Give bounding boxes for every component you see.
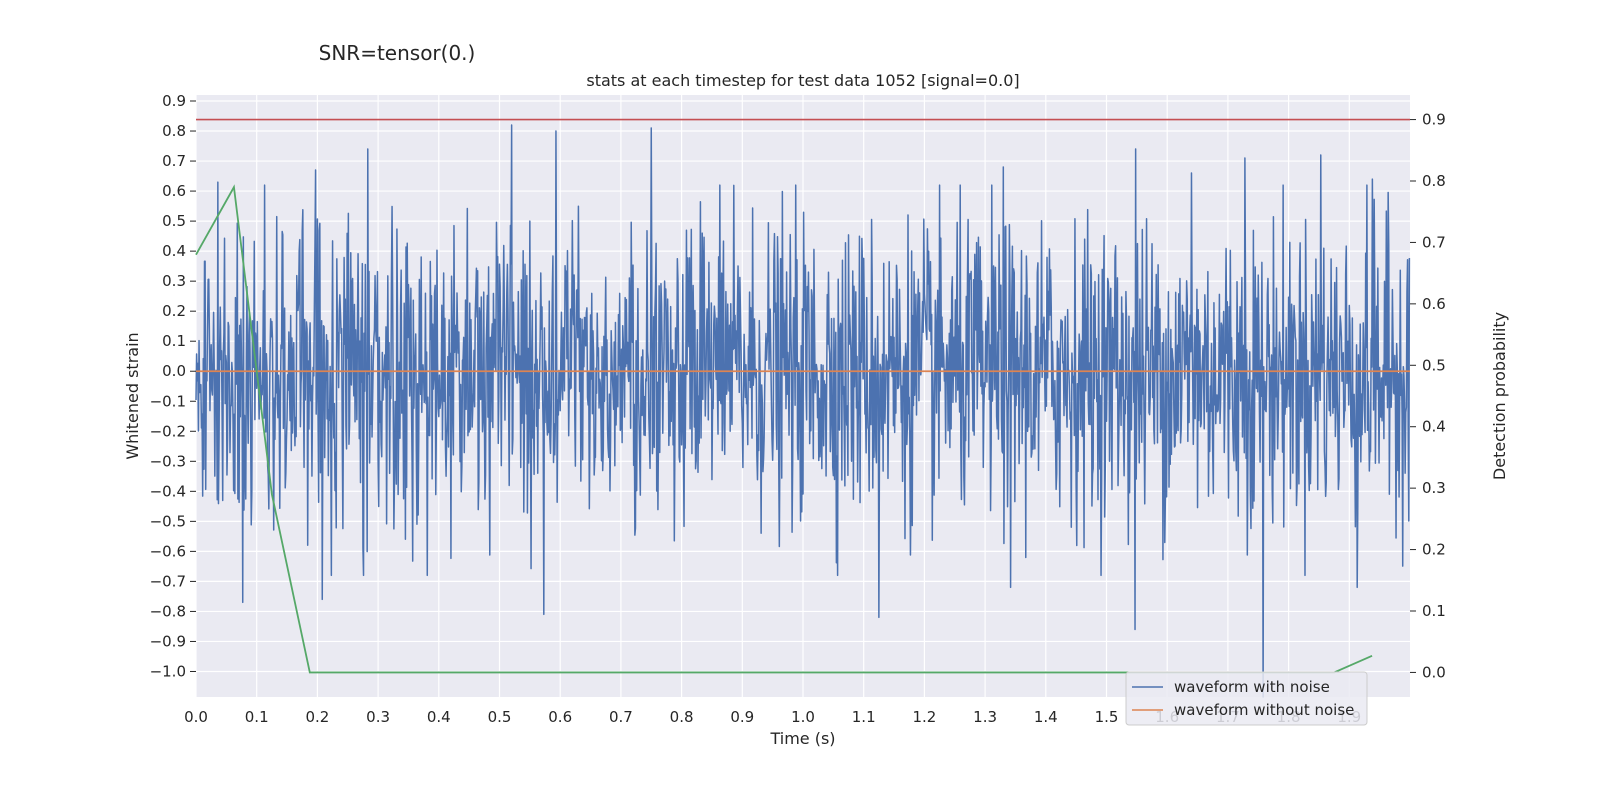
right-tick-label: 0.7 [1422,233,1446,251]
left-tick-label: 0.4 [162,242,186,260]
left-tick-label: 0.1 [162,332,186,350]
left-tick-label: −0.8 [150,602,186,620]
left-tick-label: −0.6 [150,542,186,560]
right-tick-label: 0.3 [1422,479,1446,497]
x-tick-label: 0.9 [730,708,754,726]
right-tick-label: 0.6 [1422,295,1446,313]
left-tick-label: 0.0 [162,362,186,380]
x-tick-label: 0.8 [670,708,694,726]
suptitle: SNR=tensor(0.) [319,41,476,65]
x-tick-label: 1.1 [852,708,876,726]
left-tick-label: 0.8 [162,122,186,140]
x-tick-label: 1.2 [912,708,936,726]
left-tick-label: 0.7 [162,152,186,170]
right-tick-label: 0.8 [1422,172,1446,190]
x-tick-label: 0.6 [548,708,572,726]
x-tick-label: 0.3 [366,708,390,726]
chart-title: stats at each timestep for test data 105… [586,71,1019,90]
legend-box [1125,671,1368,726]
right-tick-label: 0.5 [1422,356,1446,374]
right-axis-ticks: 0.9 0.8 0.7 0.6 0.5 0.4 0.3 0.2 0.1 0.0 [1410,111,1446,681]
x-axis-label: Time (s) [769,729,835,748]
right-tick-label: 0.1 [1422,602,1446,620]
legend: waveform with noise waveform without noi… [1125,671,1368,726]
left-tick-label: −1.0 [150,662,186,680]
x-tick-label: 0.7 [609,708,633,726]
x-tick-label: 1.0 [791,708,815,726]
waveform-with-noise-line [195,124,1411,698]
left-tick-label: 0.9 [162,92,186,110]
left-axis-label: Whitened strain [123,332,142,459]
left-tick-label: −0.9 [150,632,186,650]
left-tick-label: 0.2 [162,302,186,320]
left-tick-label: −0.5 [150,512,186,530]
left-tick-label: 0.5 [162,212,186,230]
left-axis-ticks: 0.9 0.8 0.7 0.6 0.5 0.4 0.3 0.2 0.1 0.0 −0.1 −0.2 −0… [150,92,196,680]
left-tick-label: 0.3 [162,272,186,290]
x-tick-label: 1.3 [973,708,997,726]
left-tick-label: −0.7 [150,572,186,590]
x-tick-label: 0.4 [427,708,451,726]
left-tick-label: 0.6 [162,182,186,200]
x-tick-label: 0.1 [245,708,269,726]
left-tick-label: −0.2 [150,422,186,440]
right-tick-label: 0.2 [1422,541,1446,559]
waveform-with-noise-series [195,124,1411,698]
x-tick-label: 0.0 [184,708,208,726]
right-axis-label: Detection probability [1490,312,1509,480]
left-tick-label: −0.3 [150,452,186,470]
x-tick-label: 1.4 [1034,708,1058,726]
left-tick-label: −0.4 [150,482,186,500]
right-tick-label: 0.9 [1422,111,1446,129]
legend-label-waveform-without-noise: waveform without noise [1174,701,1354,719]
x-tick-label: 0.2 [305,708,329,726]
legend-label-waveform-with-noise: waveform with noise [1174,678,1330,696]
right-tick-label: 0.0 [1422,663,1446,681]
left-tick-label: −0.1 [150,392,186,410]
right-tick-label: 0.4 [1422,418,1446,436]
x-tick-label: 1.5 [1095,708,1119,726]
x-tick-label: 0.5 [488,708,512,726]
